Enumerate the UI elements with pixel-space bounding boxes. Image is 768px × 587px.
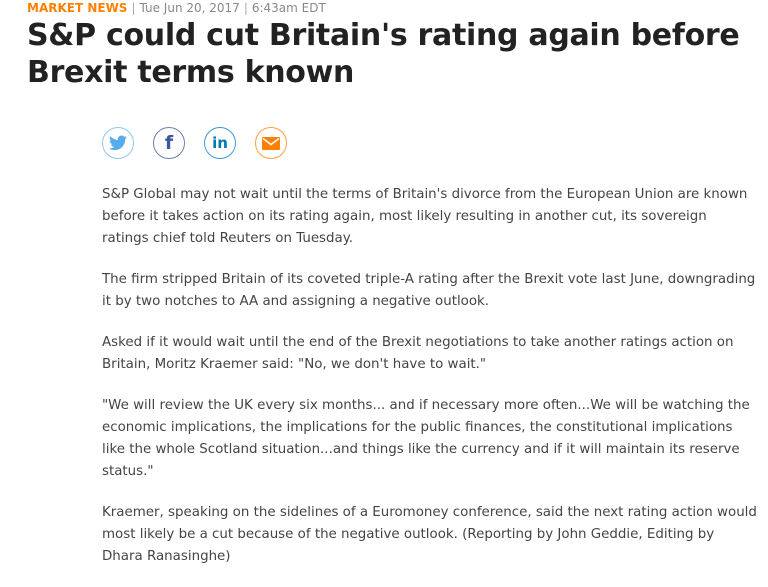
article-meta: MARKET NEWS | Tue Jun 20, 2017 | 6:43am EDT	[27, 1, 326, 15]
article-time: 6:43am EDT	[251, 1, 326, 15]
article-date: Tue Jun 20, 2017	[139, 1, 240, 15]
category-link[interactable]: MARKET NEWS	[27, 1, 128, 15]
email-icon	[262, 136, 280, 150]
facebook-icon: f	[164, 132, 174, 154]
article-body: S&P Global may not wait until the terms …	[102, 184, 757, 587]
share-twitter-button[interactable]	[102, 127, 134, 159]
paragraph: "We will review the UK every six months.…	[102, 398, 750, 479]
share-email-button[interactable]	[255, 127, 287, 159]
separator: |	[243, 1, 248, 15]
paragraph: The firm stripped Britain of its coveted…	[102, 272, 756, 309]
share-linkedin-button[interactable]: in	[204, 127, 236, 159]
paragraph: S&P Global may not wait until the terms …	[102, 187, 748, 246]
paragraph: Asked if it would wait until the end of …	[102, 335, 734, 372]
linkedin-icon: in	[212, 134, 228, 152]
separator: |	[131, 1, 136, 15]
twitter-icon	[109, 135, 127, 151]
headline: S&P could cut Britain's rating again bef…	[27, 18, 740, 90]
paragraph: Kraemer, speaking on the sidelines of a …	[102, 505, 757, 564]
share-bar: f in	[102, 127, 287, 159]
share-facebook-button[interactable]: f	[153, 127, 185, 159]
